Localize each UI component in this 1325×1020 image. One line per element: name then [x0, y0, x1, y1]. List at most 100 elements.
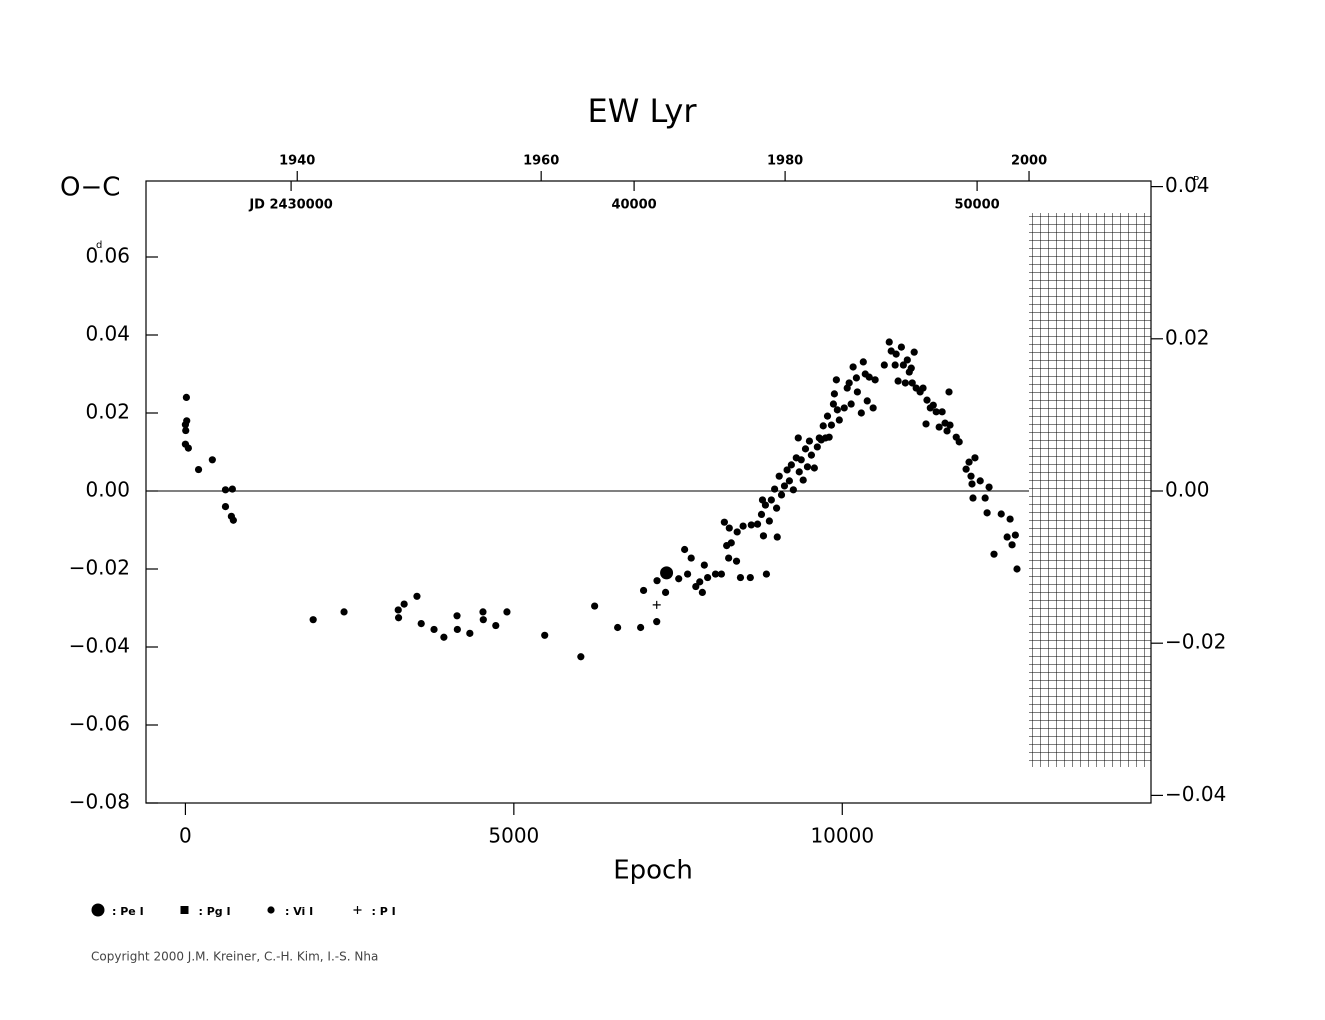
point — [577, 653, 585, 661]
point — [400, 600, 408, 608]
legend-marker — [180, 906, 189, 914]
y-label: O−C — [60, 173, 120, 203]
jd-tick-label: 50000 — [954, 198, 999, 213]
point — [771, 485, 779, 493]
point — [795, 468, 803, 476]
point — [229, 516, 237, 524]
point — [787, 461, 795, 469]
point — [759, 532, 768, 540]
point — [835, 416, 843, 424]
point — [757, 510, 766, 518]
y-tick-label: 0.04 — [85, 322, 130, 346]
point — [1011, 531, 1019, 539]
point — [775, 472, 783, 480]
point — [773, 533, 781, 541]
point — [899, 361, 907, 369]
point — [417, 620, 425, 628]
point — [997, 510, 1005, 518]
point — [813, 443, 821, 451]
point — [823, 412, 832, 420]
point — [981, 494, 989, 502]
year-tick-label: 2000 — [1011, 154, 1047, 169]
point — [990, 550, 998, 558]
point — [923, 396, 931, 404]
point — [929, 401, 937, 409]
point — [637, 623, 645, 632]
point — [880, 361, 888, 369]
y2-tick-label: −0.04 — [1165, 782, 1226, 806]
point — [780, 482, 789, 490]
point — [807, 451, 816, 459]
point — [696, 578, 704, 586]
point — [777, 491, 786, 499]
point — [830, 390, 838, 398]
point — [725, 524, 733, 532]
year-tick-label: 1980 — [767, 154, 803, 169]
point — [903, 356, 911, 364]
y2-tick-label: −0.02 — [1165, 630, 1226, 654]
legend-marker — [91, 903, 105, 917]
point — [772, 504, 781, 512]
point — [969, 494, 977, 502]
point — [541, 631, 549, 639]
point — [765, 517, 773, 525]
point — [591, 602, 599, 610]
point — [479, 616, 487, 624]
point — [832, 376, 840, 384]
point — [869, 404, 877, 412]
point — [221, 503, 230, 511]
point — [182, 426, 190, 435]
chart-title: EW Lyr — [587, 92, 697, 130]
point — [891, 361, 899, 369]
point — [683, 570, 692, 578]
point — [983, 509, 991, 517]
point — [732, 557, 741, 565]
y2-tick-label: 0.04 — [1165, 173, 1210, 197]
point — [1008, 541, 1016, 549]
point — [725, 554, 733, 562]
point — [675, 575, 683, 583]
point — [840, 404, 848, 412]
year-tick-label: 1960 — [523, 154, 559, 169]
y2-tick-label: 0.00 — [1165, 478, 1210, 502]
point — [971, 454, 979, 462]
point — [739, 522, 747, 530]
point — [700, 561, 708, 569]
x-tick-label: 5000 — [488, 824, 539, 848]
point — [825, 433, 833, 441]
copyright: Copyright 2000 J.M. Kreiner, C.-H. Kim, … — [91, 950, 378, 964]
legend-marker — [353, 906, 362, 914]
point — [801, 445, 810, 453]
point — [871, 376, 879, 384]
point — [466, 629, 474, 637]
point — [661, 588, 670, 597]
point — [761, 501, 770, 509]
point — [720, 518, 728, 526]
x-tick-label: 10000 — [810, 824, 874, 848]
point — [945, 388, 953, 396]
point — [727, 539, 735, 547]
legend-label: : Pg I — [199, 905, 231, 918]
legend-marker — [267, 906, 275, 914]
point — [653, 618, 661, 626]
point — [946, 421, 954, 429]
point — [857, 409, 865, 417]
point — [681, 545, 689, 554]
point — [797, 456, 805, 464]
point — [492, 621, 500, 630]
point — [413, 592, 421, 600]
point — [907, 364, 915, 372]
point — [660, 566, 674, 580]
point — [184, 444, 192, 452]
point — [938, 408, 946, 416]
point — [1003, 533, 1011, 541]
point — [885, 338, 893, 346]
point — [194, 465, 203, 474]
point — [614, 623, 622, 632]
point — [208, 456, 216, 464]
y-tick-label: −0.04 — [69, 634, 130, 658]
y-tick-label: −0.02 — [69, 556, 130, 580]
point — [652, 600, 661, 609]
y-tick-label: 0.00 — [85, 478, 130, 502]
